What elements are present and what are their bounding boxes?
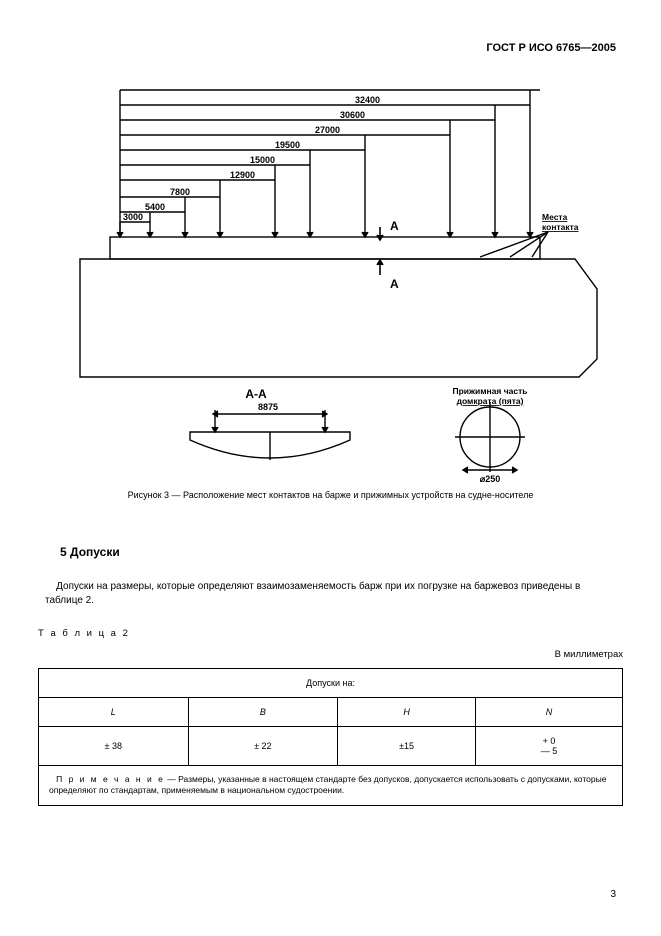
svg-text:контакта: контакта <box>542 222 579 232</box>
svg-text:7800: 7800 <box>170 187 190 197</box>
page-number: 3 <box>610 889 616 900</box>
table-2-units: В миллиметрах <box>555 649 623 660</box>
svg-text:А: А <box>390 277 399 291</box>
table-col-H: H <box>338 698 476 727</box>
table-col-N: N <box>476 698 623 727</box>
table-2: Допуски на: L B H N ± 38 ± 22 ±15 + 0 — … <box>38 668 623 806</box>
svg-text:⌀250: ⌀250 <box>480 474 500 482</box>
table-2-label: Т а б л и ц а 2 <box>38 628 130 639</box>
figure-3: 3000 5400 7800 12900 15000 19500 27000 3… <box>50 62 610 482</box>
table-val-N: + 0 — 5 <box>476 727 623 766</box>
table-val-L: ± 38 <box>39 727 189 766</box>
svg-text:Прижимная часть: Прижимная часть <box>452 386 527 396</box>
svg-text:5400: 5400 <box>145 202 165 212</box>
svg-text:32400: 32400 <box>355 95 380 105</box>
svg-text:12900: 12900 <box>230 170 255 180</box>
svg-text:3000: 3000 <box>123 212 143 222</box>
svg-text:А-А: А-А <box>245 387 267 401</box>
svg-text:домкрата (пята): домкрата (пята) <box>457 396 524 406</box>
table-val-H: ±15 <box>338 727 476 766</box>
svg-text:А: А <box>390 219 399 233</box>
section-5-heading: 5 Допуски <box>60 545 120 559</box>
svg-text:30600: 30600 <box>340 110 365 120</box>
svg-text:19500: 19500 <box>275 140 300 150</box>
table-val-B: ± 22 <box>188 727 338 766</box>
table-col-B: B <box>188 698 338 727</box>
svg-text:27000: 27000 <box>315 125 340 135</box>
standard-number: ГОСТ Р ИСО 6765—2005 <box>486 42 616 54</box>
svg-text:8875: 8875 <box>258 402 278 412</box>
table-2-head: Допуски на: <box>39 669 623 698</box>
figure-3-caption: Рисунок 3 — Расположение мест контактов … <box>0 490 661 500</box>
section-5-text: Допуски на размеры, которые определяют в… <box>45 580 616 607</box>
table-col-L: L <box>39 698 189 727</box>
svg-text:Места: Места <box>542 212 568 222</box>
svg-text:15000: 15000 <box>250 155 275 165</box>
table-2-note: П р и м е ч а н и е — Размеры, указанные… <box>39 766 623 806</box>
